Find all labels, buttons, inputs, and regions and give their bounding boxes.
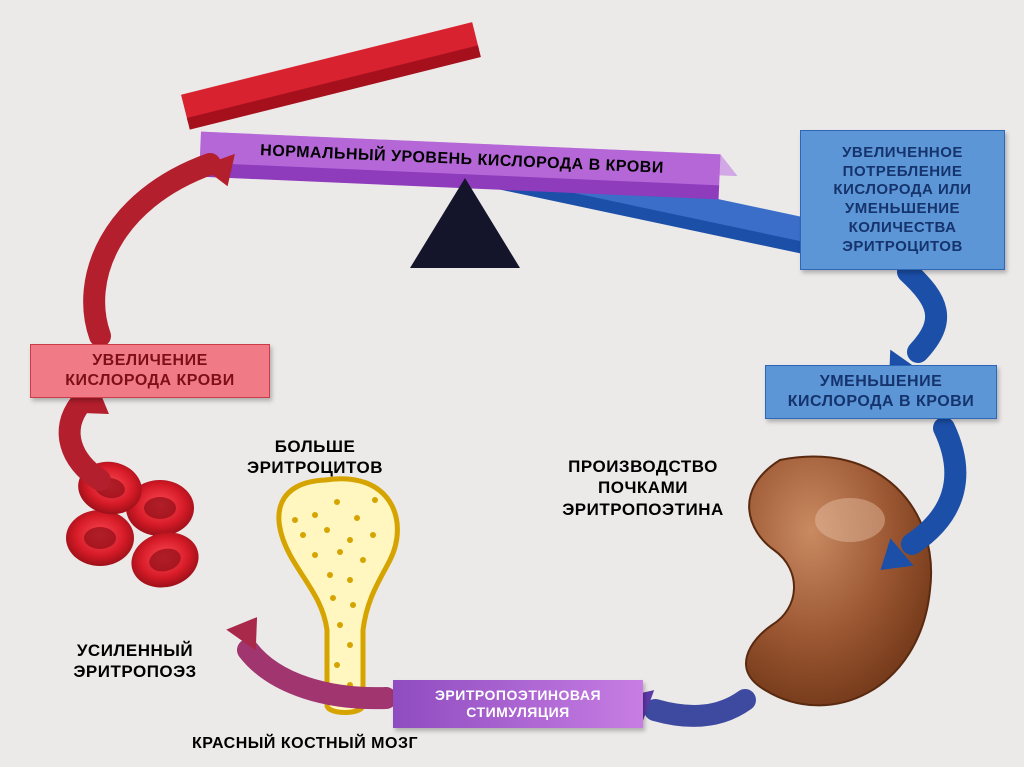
label-rbc: БОЛЬШЕ ЭРИТРОЦИТОВ: [220, 436, 410, 479]
box-o2-increase: УВЕЛИЧЕНИЕ КИСЛОРОДА КРОВИ: [30, 344, 270, 398]
label-kidney: ПРОИЗВОДСТВО ПОЧКАМИ ЭРИТРОПОЭТИНА: [528, 456, 758, 520]
seesaw-red-bar: [181, 22, 481, 130]
box-epo-stimulation: ЭРИТРОПОЭТИНОВАЯ СТИМУЛЯЦИЯ: [393, 680, 643, 728]
seesaw-fulcrum: [410, 178, 520, 268]
kidney-illustration: [746, 457, 931, 706]
box-o2-consumption: УВЕЛИЧЕННОЕ ПОТРЕБЛЕНИЕ КИСЛОРОДА ИЛИ УМ…: [800, 130, 1005, 270]
box-o2-decrease: УМЕНЬШЕНИЕ КИСЛОРОДА В КРОВИ: [765, 365, 997, 419]
label-marrow: КРАСНЫЙ КОСТНЫЙ МОЗГ: [180, 734, 430, 754]
label-erythropoiesis: УСИЛЕННЫЙ ЭРИТРОПОЭЗ: [50, 640, 220, 683]
